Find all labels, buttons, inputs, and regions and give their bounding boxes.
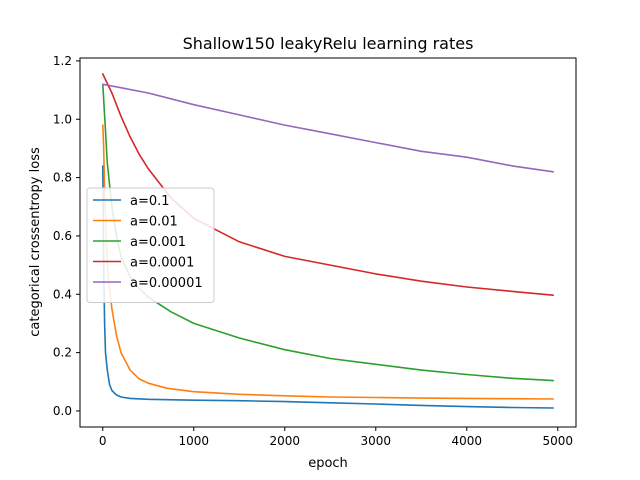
series-line-3 [102, 73, 555, 297]
series-line-0 [102, 165, 555, 409]
legend-label: a=0.01 [130, 215, 178, 230]
legend-label: a=0.0001 [130, 256, 194, 271]
x-tick-label: 1000 [178, 434, 209, 448]
y-tick-label: 0.2 [53, 346, 72, 360]
series-line-4 [102, 83, 555, 173]
legend: a=0.1 a=0.01 a=0.001 a=0.0001 a=0.00001 [86, 187, 215, 303]
x-tick-label: 0 [99, 434, 107, 448]
x-tick-label: 2000 [269, 434, 300, 448]
x-axis-ticks: 0 1000 2000 3000 4000 5000 [99, 427, 573, 448]
y-tick-label: 0.6 [53, 229, 72, 243]
x-tick-label: 4000 [452, 434, 483, 448]
x-axis-label: epoch [308, 456, 348, 471]
x-tick-label: 5000 [543, 434, 574, 448]
y-tick-label: 0.4 [53, 287, 72, 301]
y-tick-label: 1.2 [53, 54, 72, 68]
y-tick-label: 1.0 [53, 112, 72, 126]
y-axis-label: categorical crossentropy loss [28, 147, 43, 337]
legend-box [86, 187, 215, 303]
x-tick-label: 3000 [361, 434, 392, 448]
y-tick-label: 0.0 [53, 404, 72, 418]
axes-frame [79, 57, 577, 428]
legend-label: a=0.1 [130, 194, 170, 209]
legend-label: a=0.00001 [130, 276, 203, 291]
legend-label: a=0.001 [130, 235, 186, 250]
y-tick-label: 0.8 [53, 171, 72, 185]
chart-title: Shallow150 leakyRelu learning rates [183, 34, 474, 53]
y-axis-ticks: 0.0 0.2 0.4 0.6 0.8 1.0 1.2 [53, 54, 80, 418]
